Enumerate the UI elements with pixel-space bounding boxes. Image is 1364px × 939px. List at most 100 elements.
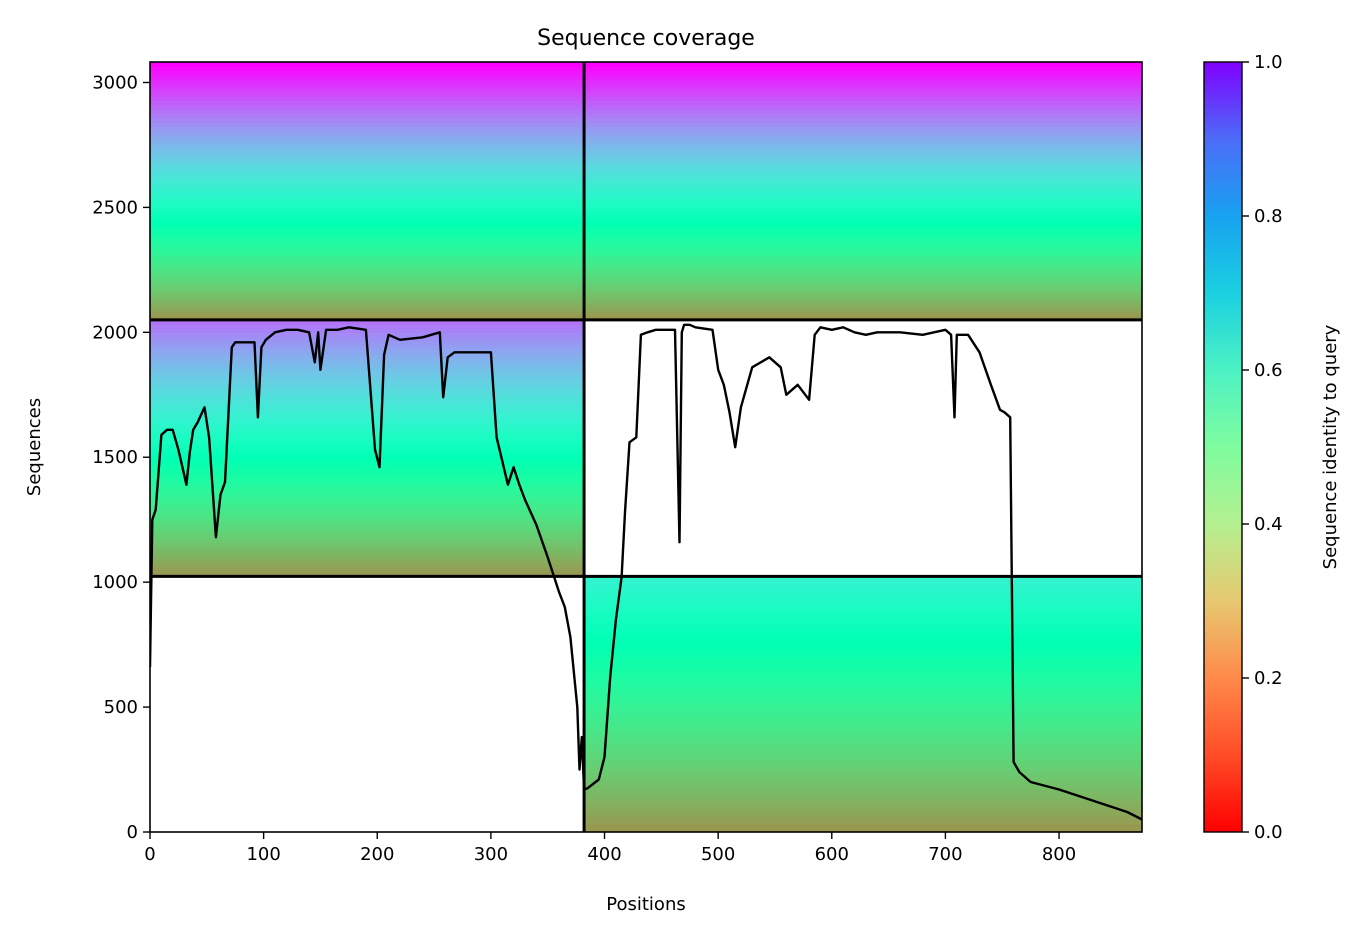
y-tick-label: 2500: [92, 197, 138, 218]
heatmap-band: [150, 525, 585, 530]
heatmap-band: [584, 276, 1142, 282]
heatmap-band: [150, 392, 585, 398]
heatmap-band: [584, 755, 1142, 761]
x-tick-label: 0: [144, 844, 155, 865]
heatmap-band: [150, 272, 585, 278]
block-dividers: [150, 62, 1142, 832]
heatmap-band: [584, 263, 1142, 269]
heatmap-band: [584, 289, 1142, 295]
heatmap-band: [150, 486, 585, 492]
heatmap-band: [584, 242, 1142, 248]
heatmap-band: [150, 311, 585, 317]
heatmap-band: [584, 169, 1142, 175]
x-tick-label: 400: [587, 844, 621, 865]
heatmap-band: [584, 699, 1142, 705]
heatmap-band: [584, 742, 1142, 748]
heatmap-band: [584, 780, 1142, 786]
heatmap-band: [584, 776, 1142, 782]
colorbar-tick-label: 0.6: [1254, 360, 1283, 381]
heatmap-band: [584, 195, 1142, 201]
heatmap-band: [150, 495, 585, 501]
heatmap-band: [150, 572, 585, 578]
heatmap-band: [584, 819, 1142, 825]
heatmap-band: [150, 298, 585, 304]
heatmap-band: [150, 96, 585, 102]
heatmap-band: [150, 285, 585, 291]
heatmap-band: [584, 597, 1142, 603]
heatmap-band: [150, 396, 585, 402]
heatmap-band: [150, 319, 585, 325]
heatmap-band: [584, 122, 1142, 128]
heatmap-band: [584, 165, 1142, 171]
heatmap-band: [584, 96, 1142, 102]
heatmap-band: [584, 117, 1142, 123]
heatmap-band: [150, 507, 585, 513]
heatmap-band: [584, 589, 1142, 595]
heatmap-band: [150, 212, 585, 218]
heatmap-band: [150, 173, 585, 179]
heatmap-band: [584, 759, 1142, 765]
heatmap-band: [150, 203, 585, 209]
heatmap-band: [584, 109, 1142, 115]
x-tick-label: 300: [474, 844, 508, 865]
x-tick-label: 600: [815, 844, 849, 865]
heatmap-band: [584, 640, 1142, 646]
heatmap-band: [584, 772, 1142, 778]
heatmap-band: [150, 263, 585, 269]
heatmap-band: [150, 405, 585, 411]
heatmap-band: [584, 100, 1142, 106]
heatmap-band: [584, 104, 1142, 110]
colorbar: [1203, 61, 1243, 833]
heatmap-band: [584, 87, 1142, 93]
heatmap-band: [584, 610, 1142, 616]
heatmap-band: [584, 156, 1142, 162]
heatmap-band: [584, 763, 1142, 769]
colorbar-axis: 0.0 0.2 0.4 0.6 0.8 1.0: [1242, 52, 1283, 843]
heatmap-band: [584, 793, 1142, 799]
heatmap-band: [584, 216, 1142, 222]
heatmap-band: [584, 827, 1142, 832]
heatmap-band: [150, 268, 585, 274]
heatmap-band: [584, 147, 1142, 153]
heatmap-band: [150, 431, 585, 436]
heatmap-band: [584, 186, 1142, 192]
heatmap-band: [584, 768, 1142, 773]
heatmap-band: [584, 674, 1142, 680]
heatmap-band: [584, 708, 1142, 714]
y-tick-label: 3000: [92, 72, 138, 93]
heatmap-band: [584, 285, 1142, 291]
heatmap-band: [584, 302, 1142, 308]
heatmap-band: [584, 806, 1142, 812]
heatmap-band: [150, 117, 585, 123]
heatmap-band: [584, 653, 1142, 658]
heatmap-band: [584, 178, 1142, 183]
heatmap-band: [150, 109, 585, 115]
heatmap-band: [584, 135, 1142, 140]
heatmap-band: [150, 388, 585, 394]
heatmap-band: [150, 122, 585, 128]
heatmap-band: [150, 259, 585, 265]
heatmap-band: [150, 401, 585, 406]
heatmap-band: [150, 512, 585, 518]
x-axis: 0 100 200 300 400 500 600 700 800: [144, 832, 1076, 865]
heatmap-band: [150, 516, 585, 522]
heatmap-band: [584, 315, 1142, 321]
heatmap-band: [584, 725, 1142, 731]
heatmap-band: [150, 443, 585, 449]
heatmap-band: [150, 315, 585, 321]
heatmap-band: [584, 259, 1142, 265]
heatmap-band: [584, 113, 1142, 119]
heatmap-band: [150, 559, 585, 565]
heatmap-band: [150, 147, 585, 153]
heatmap-band: [584, 190, 1142, 196]
heatmap-band: [150, 460, 585, 466]
colorbar-tick-label: 0.0: [1254, 822, 1283, 843]
heatmap-band: [150, 294, 585, 299]
heatmap-band: [584, 246, 1142, 252]
coverage-heatmap: [150, 62, 1142, 832]
heatmap-band: [150, 242, 585, 248]
heatmap-band: [150, 92, 585, 97]
heatmap-band: [584, 802, 1142, 808]
heatmap-band: [150, 537, 585, 543]
heatmap-band: [150, 362, 585, 368]
